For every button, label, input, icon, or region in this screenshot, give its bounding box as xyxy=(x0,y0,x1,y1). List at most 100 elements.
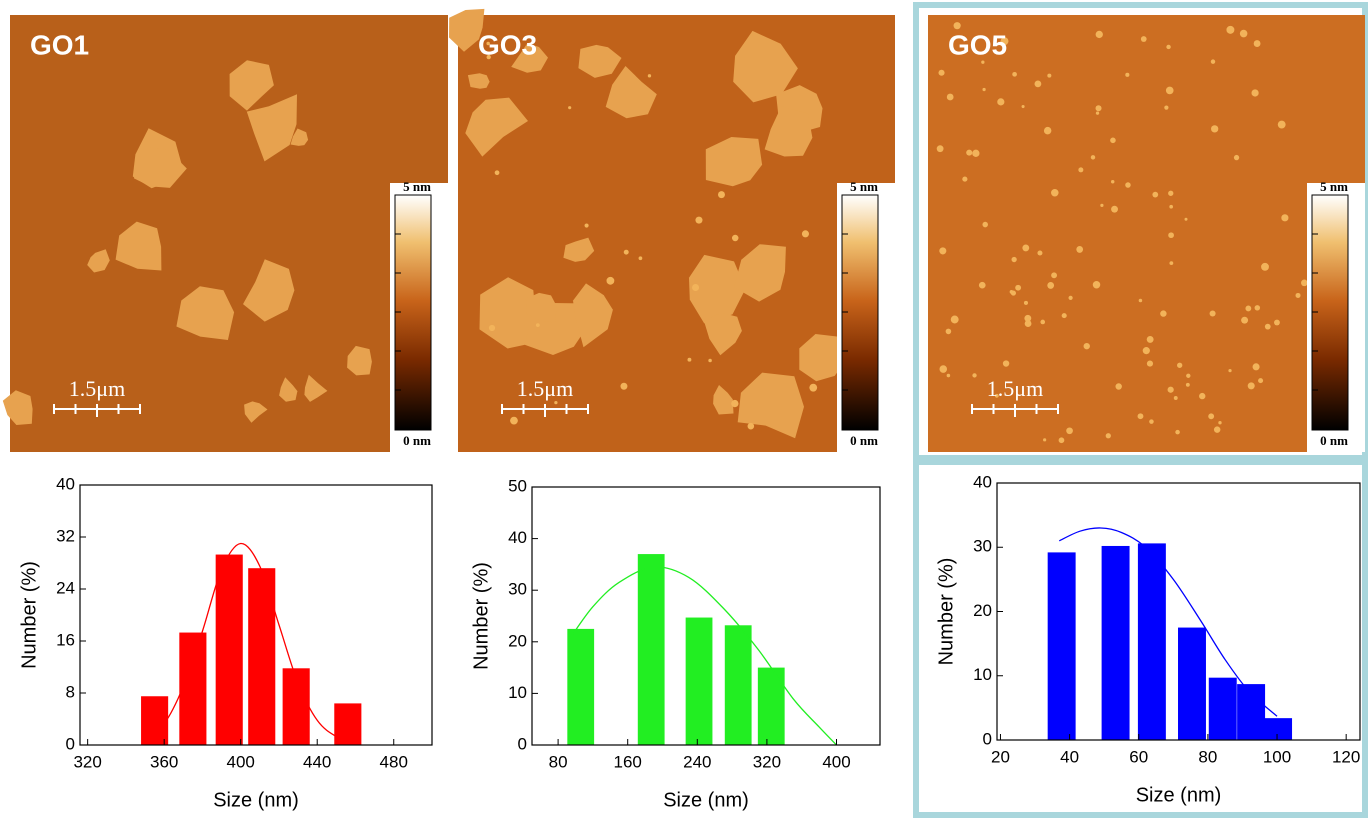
afm-particle xyxy=(687,357,692,362)
x-tick-label: 120 xyxy=(1332,747,1360,766)
afm-particle xyxy=(692,283,700,292)
afm-particle xyxy=(1252,363,1260,371)
afm-particle xyxy=(1168,232,1174,239)
afm-particle xyxy=(981,60,985,64)
afm-particle xyxy=(1186,373,1191,378)
afm-particle xyxy=(938,69,945,76)
afm-particle xyxy=(647,74,652,78)
bar xyxy=(248,568,276,745)
afm-flake xyxy=(713,385,734,415)
afm-particle xyxy=(1043,438,1047,442)
x-tick-label: 440 xyxy=(303,752,331,771)
afm-particle xyxy=(946,93,954,101)
plot-frame xyxy=(531,486,881,746)
afm-particle xyxy=(1209,310,1216,317)
afm-particle xyxy=(1095,105,1102,112)
colorbar-min-label: 0 nm xyxy=(850,433,878,448)
x-tick-label: 40 xyxy=(1060,747,1079,766)
afm-particle xyxy=(488,324,496,332)
afm-particle xyxy=(731,399,739,408)
afm-flake xyxy=(764,106,813,157)
afm-particle xyxy=(747,422,755,430)
afm-particle xyxy=(1002,360,1010,367)
y-tick-label: 40 xyxy=(56,474,75,493)
afm-flake xyxy=(304,374,328,402)
afm-particle xyxy=(731,234,739,242)
afm-particle xyxy=(1110,180,1115,184)
bar xyxy=(724,625,752,745)
afm-particle xyxy=(1258,378,1264,384)
afm-particle xyxy=(1115,383,1122,390)
y-tick-label: 0 xyxy=(983,729,992,748)
y-tick-label: 8 xyxy=(66,682,75,701)
afm-particle xyxy=(486,54,491,60)
afm-particle xyxy=(1152,191,1159,198)
y-tick-label: 32 xyxy=(56,526,75,545)
afm-particle xyxy=(1168,190,1174,196)
bar xyxy=(567,628,595,745)
afm-particle xyxy=(1090,155,1096,160)
scale-bar-label: 1.5μm xyxy=(69,376,125,401)
afm-particle xyxy=(510,416,518,425)
afm-particle xyxy=(1125,72,1130,77)
afm-particle xyxy=(1047,282,1055,289)
afm-particle xyxy=(1169,204,1174,209)
afm-particle xyxy=(638,256,643,261)
afm-particle xyxy=(1210,59,1216,64)
afm-particle xyxy=(1146,335,1154,343)
afm-flake xyxy=(737,372,804,439)
image-label: GO5 xyxy=(948,29,1007,60)
afm-flake xyxy=(115,221,162,271)
afm-flake xyxy=(479,277,540,349)
afm-flake xyxy=(87,249,110,273)
afm-particle xyxy=(1261,262,1269,271)
afm-image xyxy=(10,15,448,452)
afm-particle xyxy=(1264,323,1271,330)
afm-particle xyxy=(997,98,1005,106)
afm-flake xyxy=(243,259,295,322)
afm-particle xyxy=(1277,120,1286,129)
afm-particle xyxy=(695,216,703,224)
x-tick-label: 20 xyxy=(991,747,1010,766)
colorbar-min-label: 0 nm xyxy=(403,433,431,448)
afm-particle xyxy=(1233,154,1240,161)
y-tick-label: 30 xyxy=(973,537,992,556)
afm-particle xyxy=(1274,319,1280,326)
afm-particle xyxy=(1208,413,1215,420)
afm-flake xyxy=(578,44,622,78)
x-tick-label: 60 xyxy=(1129,747,1148,766)
afm-particle xyxy=(1301,279,1308,287)
afm-particle xyxy=(1024,320,1032,327)
afm-flake xyxy=(290,128,309,146)
afm-particle xyxy=(1295,292,1301,298)
afm-particle xyxy=(1078,167,1084,173)
afm-particle xyxy=(1044,128,1051,135)
afm-particle xyxy=(1010,290,1016,296)
afm-particle xyxy=(606,276,615,285)
afm-particle xyxy=(962,176,968,182)
afm-flake xyxy=(705,137,763,187)
afm-particle xyxy=(1146,360,1154,367)
x-axis-label: Size (nm) xyxy=(1136,784,1222,806)
afm-particle xyxy=(1211,125,1219,133)
afm-particle xyxy=(1021,104,1025,109)
afm-particle xyxy=(936,145,944,153)
y-axis-label: Number (%) xyxy=(935,558,957,666)
afm-particle xyxy=(1023,300,1029,305)
afm-particle xyxy=(1167,386,1174,393)
afm-particle xyxy=(1184,217,1188,221)
x-tick-label: 80 xyxy=(549,752,568,771)
afm-particle xyxy=(584,223,589,228)
afm-particle xyxy=(1164,105,1169,110)
afm-flake xyxy=(467,73,490,89)
afm-flake xyxy=(511,43,548,73)
afm-flake xyxy=(229,60,274,111)
x-tick-label: 100 xyxy=(1263,747,1291,766)
bar xyxy=(637,554,665,745)
afm-particle xyxy=(535,323,540,328)
afm-image xyxy=(928,15,1365,452)
afm-particle xyxy=(623,249,629,255)
afm-particle xyxy=(1011,256,1017,263)
bar xyxy=(1264,718,1293,740)
afm-particle xyxy=(1110,137,1116,144)
